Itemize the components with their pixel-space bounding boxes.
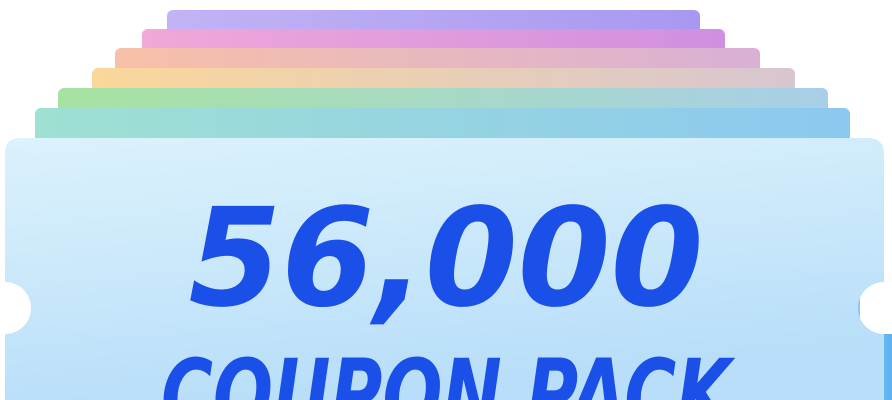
headline: 56,000 [189, 180, 704, 338]
subheadline: COUPON PACK [161, 339, 736, 400]
card-stack [35, 10, 850, 148]
main-ticket [5, 138, 884, 400]
